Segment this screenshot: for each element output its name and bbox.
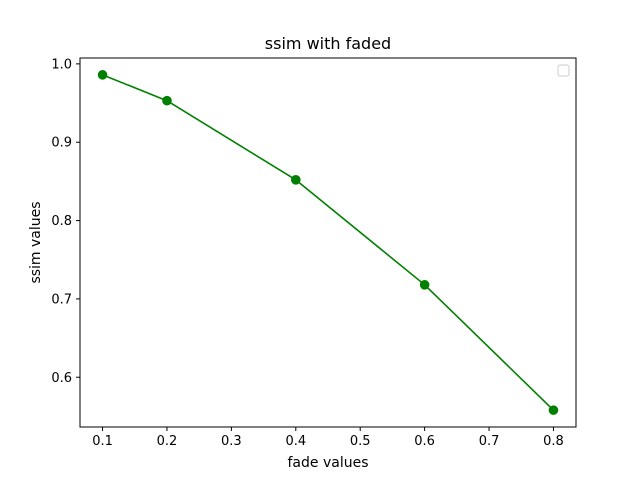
chart-title: ssim with faded	[265, 34, 391, 53]
y-tick-label: 0.6	[51, 371, 72, 386]
x-tick-label: 0.7	[479, 434, 500, 449]
data-point	[162, 95, 172, 106]
x-tick-label: 0.2	[157, 434, 178, 449]
axes-frame	[79, 57, 577, 428]
x-axis-label: fade values	[288, 455, 369, 471]
data-point	[97, 70, 108, 80]
data-point	[548, 405, 559, 415]
y-tick-label: 0.8	[51, 214, 72, 229]
legend-box	[557, 64, 570, 77]
x-tick-label: 0.5	[350, 434, 371, 449]
chart-marks	[97, 70, 559, 415]
x-tick-label: 0.1	[92, 434, 113, 449]
y-tick-label: 0.7	[51, 292, 72, 307]
x-tick-label: 0.3	[221, 434, 242, 449]
plot-area	[80, 58, 576, 427]
x-tick-label: 0.6	[414, 434, 435, 449]
data-point	[419, 280, 430, 290]
x-tick-label: 0.4	[285, 434, 306, 449]
y-tick-label: 1.0	[51, 57, 72, 72]
chart-axes: 0.1 0.2 0.3 0.4 0.5 0.6 0.7 0.8 0.6 0.7 0.8 0.9 1.0	[51, 57, 577, 449]
data-point	[290, 175, 301, 185]
x-tick-label: 0.8	[543, 434, 564, 449]
y-axis-label: ssim values	[28, 201, 44, 283]
y-tick-label: 0.9	[51, 136, 72, 151]
